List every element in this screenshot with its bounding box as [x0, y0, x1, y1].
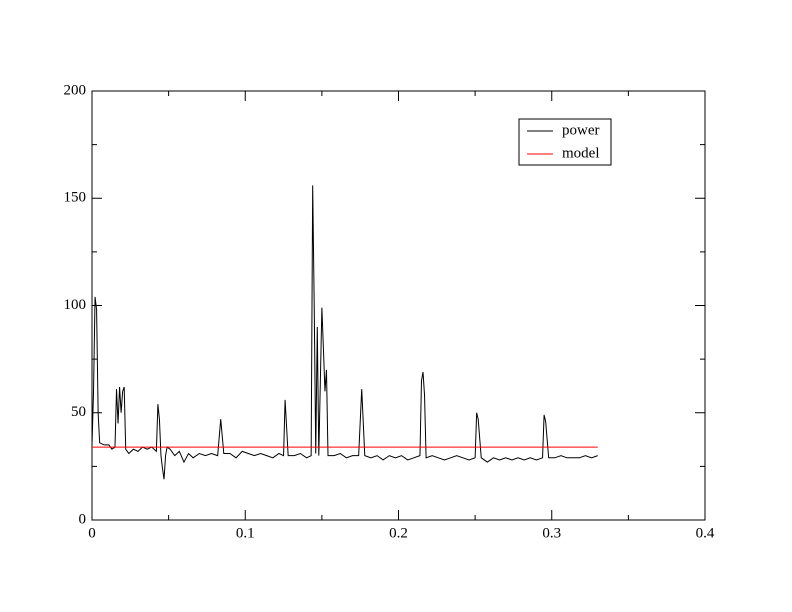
- x-tick-label: 0.4: [696, 525, 715, 541]
- legend: power model: [518, 118, 612, 166]
- y-tick-label: 200: [64, 82, 87, 98]
- legend-label: model: [562, 145, 600, 161]
- plot-frame: [91, 90, 706, 521]
- x-tick-label: 0.3: [542, 525, 561, 541]
- y-tick-label: 50: [71, 404, 86, 420]
- series-line: [91, 185, 598, 480]
- x-tick-label: 0.2: [389, 525, 408, 541]
- x-tick-label: 0.1: [236, 525, 255, 541]
- y-tick-label: 100: [64, 297, 87, 313]
- y-tick-label: 150: [64, 190, 87, 206]
- y-tick-label: 0: [79, 511, 87, 527]
- legend-label: power: [562, 122, 600, 138]
- x-tick-label: 0: [88, 525, 96, 541]
- legend-box: [518, 118, 612, 166]
